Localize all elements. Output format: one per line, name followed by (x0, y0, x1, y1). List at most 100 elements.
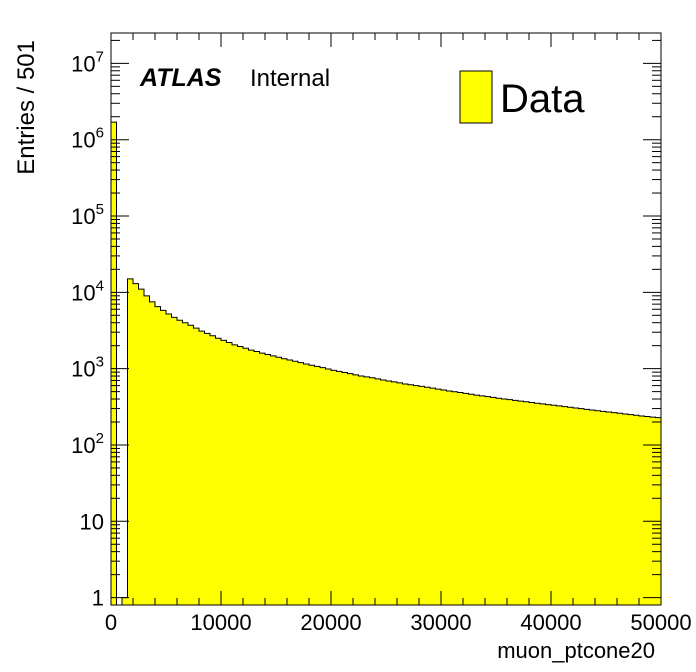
histogram-bar (199, 331, 205, 605)
histogram-bar (435, 389, 442, 605)
histogram-bar (309, 365, 315, 605)
histogram-bar (529, 402, 535, 605)
histogram-bar (463, 393, 469, 605)
x-tick-labels: 0 10000 20000 30000 40000 50000 (105, 610, 692, 635)
histogram-bar (221, 340, 227, 605)
histogram-bar (457, 392, 464, 605)
y-tick-label: 104 (71, 277, 104, 305)
histogram-bar (111, 122, 117, 605)
histogram-bar (468, 394, 475, 605)
histogram-bar (595, 410, 601, 605)
histogram-bar (243, 348, 249, 605)
histogram-bar (358, 376, 365, 605)
histogram-bar (452, 391, 458, 605)
y-tick-label: 106 (71, 125, 104, 153)
histogram-bar (644, 416, 651, 605)
histogram-bar (347, 373, 354, 605)
histogram-bar (430, 388, 436, 605)
axis-ticks (110, 33, 662, 605)
histogram-bar (446, 390, 453, 605)
histogram-bar (364, 376, 370, 605)
histogram-bar (600, 411, 607, 605)
histogram-bar (391, 381, 398, 605)
atlas-status-text: Internal (250, 65, 330, 92)
histogram-bar (144, 295, 150, 605)
x-tick-label: 40000 (520, 610, 581, 635)
histogram-bar (408, 384, 414, 605)
histogram-bar (270, 355, 277, 605)
y-tick-label: 103 (71, 354, 104, 382)
histogram-bar (540, 403, 546, 605)
histogram-bar (320, 367, 326, 605)
x-tick-label: 30000 (410, 610, 471, 635)
histogram-bar (342, 372, 348, 605)
histogram-bar (232, 344, 238, 605)
histogram-bar (419, 386, 425, 605)
y-tick-label: 1 (92, 586, 104, 611)
histogram-outline (110, 121, 662, 606)
histogram-bar (248, 350, 255, 605)
histogram-bar (573, 408, 579, 605)
y-tick-label: 107 (71, 48, 104, 76)
histogram-bar (336, 371, 343, 605)
histogram-bar (485, 396, 491, 605)
histogram-bar (534, 403, 541, 605)
legend-entry-data: Data (500, 77, 585, 121)
histogram-bar (628, 414, 634, 605)
histogram-bar (292, 361, 299, 605)
x-tick-label: 50000 (630, 610, 691, 635)
x-tick-label: 10000 (190, 610, 251, 635)
histogram-bar (386, 380, 392, 605)
histogram-bar (606, 412, 612, 605)
histogram-bar (556, 405, 563, 605)
histogram-bar (562, 406, 568, 605)
x-tick-label: 20000 (300, 610, 361, 635)
histogram-bar (578, 408, 585, 605)
legend: Data (459, 70, 585, 124)
histogram-bar (254, 351, 260, 605)
histogram-bar (523, 401, 530, 605)
histogram-bar (567, 407, 574, 605)
y-tick-label: 105 (71, 201, 104, 229)
histogram-bar (265, 354, 271, 605)
histogram-bar (655, 417, 662, 605)
histogram-bar (639, 415, 645, 605)
histogram-bar (259, 353, 266, 605)
histogram-bar (215, 338, 222, 605)
histogram-bar (127, 278, 134, 605)
histogram-bar (155, 306, 161, 605)
histogram-bar (479, 395, 486, 605)
histogram-bar (331, 370, 337, 605)
y-axis-label: Entries / 501 (13, 40, 40, 175)
x-axis-label: muon_ptcone20 (497, 638, 655, 663)
histogram-bar (633, 415, 640, 605)
histogram-bar (490, 397, 497, 605)
histogram-bar (507, 399, 513, 605)
histogram-bar (589, 410, 596, 605)
x-tick-label: 0 (105, 610, 117, 635)
histogram-bar (369, 377, 376, 605)
histogram-bar (182, 322, 189, 605)
histogram-bar (188, 325, 194, 605)
histogram-bar (226, 342, 233, 605)
plot-frame (110, 32, 662, 606)
histogram-bar (193, 328, 200, 605)
atlas-label-text: ATLAS (139, 64, 222, 92)
histogram-bar (122, 597, 128, 605)
histogram-bar (617, 413, 623, 605)
histogram-bar (545, 404, 552, 605)
histogram-bar (353, 374, 359, 605)
histogram-bar (166, 314, 172, 605)
y-tick-label: 10 (80, 509, 104, 534)
histogram-bar (171, 317, 178, 605)
histogram-bar (276, 357, 282, 605)
histogram-bar (441, 390, 447, 605)
legend-swatch (459, 70, 493, 124)
histogram-bar (149, 301, 156, 605)
histogram-bar (518, 401, 524, 605)
histogram-bar (375, 378, 381, 605)
y-tick-labels: 1 10 102 103 104 105 106 107 (71, 48, 104, 610)
atlas-label: ATLAS Internal (139, 64, 330, 92)
histogram-bar (303, 364, 310, 605)
